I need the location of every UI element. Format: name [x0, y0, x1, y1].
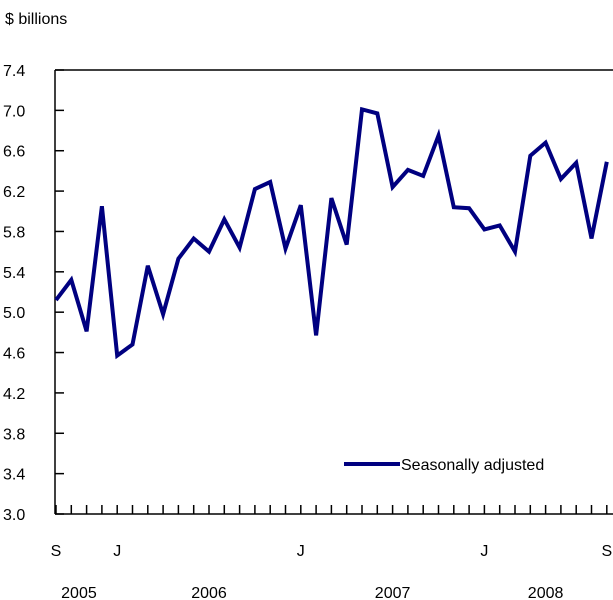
- data-point: [101, 206, 102, 207]
- series-group: [54, 106, 609, 360]
- data-point: [224, 219, 225, 220]
- data-point: [499, 225, 500, 226]
- x-year-label: 2007: [375, 585, 411, 600]
- y-tick-label: 4.6: [3, 346, 25, 363]
- legend-label: Seasonally adjusted: [401, 457, 544, 474]
- y-tick-label: 6.2: [3, 184, 25, 201]
- data-point: [407, 169, 408, 170]
- data-point: [469, 208, 470, 209]
- data-point: [576, 162, 577, 163]
- y-axis: 3.0 3.4 3.8 4.2 4.6 5.0 5.4 5.8 6.2 6.6 7.0 7.4: [3, 63, 64, 524]
- data-point: [392, 187, 393, 188]
- data-point: [163, 314, 164, 315]
- x-month-label: J: [480, 543, 488, 560]
- data-point: [515, 251, 516, 252]
- data-point: [377, 113, 378, 114]
- y-tick-label: 4.2: [3, 386, 25, 403]
- data-point: [117, 355, 118, 356]
- data-point: [346, 244, 347, 245]
- data-point: [331, 198, 332, 199]
- y-tick-label: 6.6: [3, 144, 25, 161]
- x-year-label: 2005: [61, 585, 97, 600]
- y-tick-label: 5.4: [3, 265, 25, 282]
- y-tick-label: 3.8: [3, 426, 25, 443]
- data-point: [209, 251, 210, 252]
- data-point: [147, 265, 148, 266]
- data-point: [56, 300, 57, 301]
- y-axis-title: $ billions: [5, 11, 67, 28]
- legend: Seasonally adjusted: [344, 457, 544, 474]
- x-month-label: J: [297, 543, 305, 560]
- series-line: [54, 106, 609, 360]
- data-point: [423, 175, 424, 176]
- y-tick-label: 3.0: [3, 507, 25, 524]
- x-month-label: J: [113, 543, 121, 560]
- data-point: [193, 238, 194, 239]
- x-month-label: S: [51, 543, 62, 560]
- y-tick-label: 7.0: [3, 103, 25, 120]
- data-point: [545, 142, 546, 143]
- y-tick-label: 3.4: [3, 467, 25, 484]
- data-point: [484, 229, 485, 230]
- x-year-label: 2006: [191, 585, 227, 600]
- data-point: [71, 279, 72, 280]
- data-point: [254, 189, 255, 190]
- y-tick-label: 5.0: [3, 305, 25, 322]
- data-point: [178, 258, 179, 259]
- data-point: [270, 182, 271, 183]
- data-point: [453, 207, 454, 208]
- data-point: [300, 205, 301, 206]
- data-point: [285, 248, 286, 249]
- data-point: [316, 335, 317, 336]
- x-month-label: S: [601, 543, 612, 560]
- data-point: [86, 331, 87, 332]
- data-point: [530, 155, 531, 156]
- y-tick-label: 5.8: [3, 224, 25, 241]
- x-year-label: 2008: [528, 585, 564, 600]
- x-axis: S J J J S 2005 2006 2007 2008: [51, 505, 612, 600]
- data-point: [591, 238, 592, 239]
- y-tick-label: 7.4: [3, 63, 25, 80]
- data-point: [438, 135, 439, 136]
- data-point: [606, 161, 607, 162]
- data-point: [362, 109, 363, 110]
- data-point: [239, 247, 240, 248]
- data-point: [132, 344, 133, 345]
- data-point: [560, 178, 561, 179]
